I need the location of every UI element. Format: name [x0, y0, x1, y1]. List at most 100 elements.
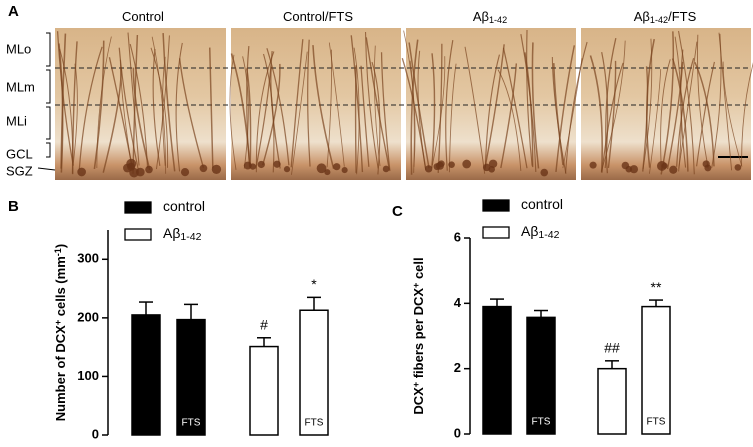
text-part: Aβ: [521, 223, 538, 239]
dendrite: [410, 39, 419, 175]
cell-body: [257, 160, 265, 169]
dendrite: [500, 63, 518, 169]
bar: [482, 305, 512, 435]
column-label: Aβ1-42: [473, 9, 507, 24]
dendrite: [162, 33, 176, 172]
dendrite: [152, 49, 161, 166]
layer-label: MLo: [6, 41, 31, 56]
text-part: /FTS: [668, 9, 696, 24]
column-label: Control/FTS: [283, 9, 353, 24]
dendrite: [552, 63, 564, 166]
panel-label: B: [8, 198, 19, 215]
text-part: Aβ: [163, 225, 180, 241]
dendrite: [660, 31, 675, 175]
legend-label: control: [521, 196, 563, 212]
dendrite: [59, 48, 74, 175]
dendrite: [127, 32, 140, 166]
layer-brackets: [46, 32, 51, 158]
legend-label: Aβ1-42: [521, 223, 560, 241]
dendrite: [409, 60, 415, 173]
dendrite: [175, 42, 183, 172]
text-part: +: [411, 382, 421, 387]
cell-body: [283, 166, 291, 173]
cell-body: [488, 159, 498, 168]
dendrite: [649, 69, 662, 174]
dendrite: [262, 63, 281, 166]
significance-mark: ##: [604, 340, 620, 356]
category-label: FTS: [305, 418, 324, 429]
text-part: 1-42: [489, 15, 507, 25]
dendrite: [242, 56, 249, 169]
dendrite: [291, 51, 308, 175]
dendrite: [741, 62, 753, 166]
dendrite: [266, 48, 290, 166]
y-tick-label: 100: [77, 368, 99, 383]
text-part: 1-42: [180, 231, 201, 243]
dendrite: [371, 61, 381, 175]
significance-mark: #: [260, 316, 268, 332]
dendrite: [230, 53, 251, 168]
dendrite: [118, 47, 140, 171]
bar: [249, 345, 279, 436]
dendrite: [432, 56, 446, 166]
y-axis-label: Number of DCX+ cells (mm-1): [53, 244, 68, 421]
cell-body: [625, 165, 633, 173]
dendrite: [380, 52, 391, 172]
cell-body: [629, 165, 639, 174]
cell-body: [661, 162, 668, 169]
dendrite: [350, 35, 364, 173]
dendrite: [255, 51, 273, 170]
legend-label: control: [163, 198, 205, 214]
cell-body: [324, 169, 331, 176]
dendrite: [132, 34, 139, 174]
dendrite: [464, 46, 486, 174]
category-label: FTS: [532, 417, 551, 428]
dendrite: [290, 39, 304, 168]
bar: [597, 367, 627, 435]
dendrite: [360, 65, 370, 167]
cell-body: [462, 159, 472, 169]
dendrite: [56, 31, 74, 166]
dendrite: [353, 47, 360, 175]
dendrite: [497, 69, 522, 171]
cell-body: [129, 167, 139, 178]
dendrite: [445, 40, 454, 171]
text-part: control: [521, 196, 563, 212]
panel-label: C: [392, 203, 403, 220]
text-part: Aβ: [473, 9, 489, 24]
cell-body: [316, 163, 327, 174]
dendrite: [255, 51, 275, 173]
cell-body: [77, 167, 86, 177]
y-axis-label: DCX+ fibers per DCX+ cell: [411, 257, 426, 414]
bar: [176, 318, 206, 436]
dendrite: [696, 34, 709, 169]
dendrite: [642, 38, 653, 170]
dendrite: [401, 58, 427, 171]
cell-body: [669, 165, 678, 174]
bar: [641, 305, 671, 435]
dendrite: [102, 67, 122, 173]
text-part: control: [163, 198, 205, 214]
legend-swatch: [482, 199, 510, 212]
y-tick-label: 2: [454, 360, 461, 375]
legend-swatch: [124, 201, 152, 214]
significance-mark: *: [311, 276, 317, 292]
dendrite: [209, 47, 214, 169]
dendrite: [666, 61, 684, 170]
text-part: +: [53, 320, 63, 325]
y-tick-label: 4: [454, 295, 462, 310]
cell-body: [333, 163, 341, 171]
legend-swatch: [482, 226, 510, 239]
dendrite: [354, 65, 357, 173]
dendrite: [711, 33, 722, 168]
dendrite: [58, 43, 64, 173]
text-part: Aβ: [634, 9, 650, 24]
y-tick-label: 300: [77, 251, 99, 266]
cell-body: [145, 165, 153, 174]
dendrite: [270, 66, 281, 169]
cell-body: [199, 164, 208, 173]
text-part: 1-42: [650, 15, 668, 25]
dendrite: [601, 52, 609, 169]
layer-label: MLm: [6, 79, 35, 94]
